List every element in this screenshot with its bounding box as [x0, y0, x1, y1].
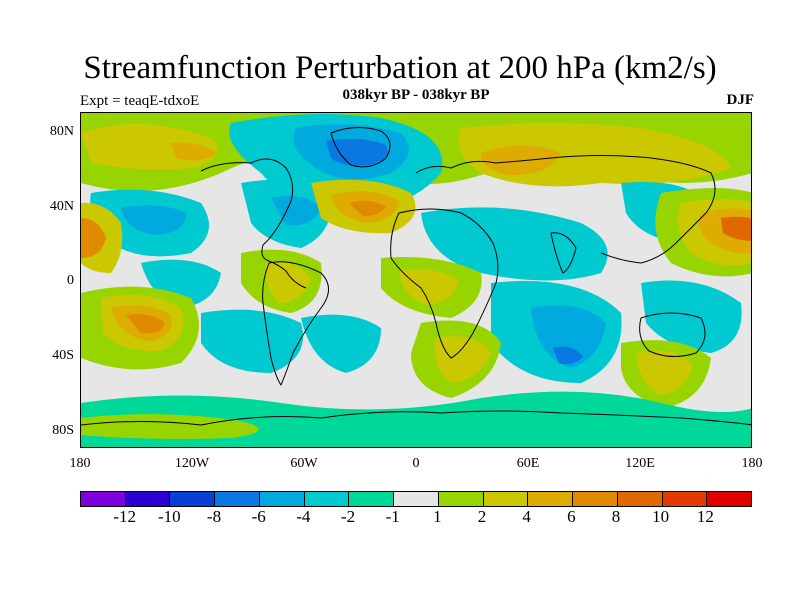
colorbar-swatch — [259, 492, 305, 506]
colorbar-swatch — [438, 492, 484, 506]
lon-label-120e: 120E — [625, 456, 655, 471]
lon-label-120w: 120W — [174, 456, 210, 471]
contour-fields — [81, 113, 751, 447]
field-greenland-negative-inner — [326, 138, 388, 166]
lat-label-40s: 40S — [52, 348, 74, 363]
colorbar-label: 2 — [477, 507, 487, 526]
coast-antarctica — [81, 410, 751, 426]
plot-title: Streamfunction Perturbation at 200 hPa (… — [83, 50, 717, 86]
colorbar-label: -2 — [340, 507, 356, 526]
colorbar-label: 1 — [433, 507, 442, 526]
lon-label-0: 0 — [412, 456, 420, 471]
colorbar-swatch — [483, 492, 529, 506]
colorbar-label: 8 — [611, 507, 621, 526]
coast-africa — [390, 208, 499, 359]
field-eurasia-positive-core — [481, 145, 561, 175]
field-indian-ocean-negative-inner — [553, 346, 583, 365]
coast-greenland — [330, 127, 391, 168]
field-north-pacific-negative-core — [121, 205, 186, 235]
colorbar-swatch — [617, 492, 663, 506]
colorbar-swatch — [170, 492, 216, 506]
colorbar-swatch — [125, 492, 171, 506]
coast-europe — [415, 157, 552, 174]
lon-label-60w: 60W — [290, 456, 318, 471]
field-south-pacific-negative — [201, 309, 303, 373]
coast-india — [550, 232, 577, 274]
season-label: DJF — [726, 92, 755, 108]
colorbar-swatch — [349, 492, 395, 506]
lon-label-180e: 180 — [741, 456, 763, 471]
colorbar-swatch — [394, 492, 439, 506]
field-asia-negative — [421, 207, 608, 281]
colorbar — [80, 491, 752, 507]
field-north-america-negative-core — [271, 195, 321, 226]
experiment-label: Expt = teaqE-tdxoE — [80, 93, 200, 109]
field-north-atlantic-positive-inner — [349, 200, 386, 217]
colorbar-label: -1 — [385, 507, 400, 526]
field-australia-negative — [641, 280, 742, 353]
field-south-indian-positive-core — [435, 336, 491, 383]
streamfunction-map — [81, 113, 751, 447]
lat-label-80n: 80N — [49, 124, 74, 139]
colorbar-swatch — [573, 492, 618, 506]
colorbar-swatch — [81, 492, 126, 506]
colorbar-label: -6 — [251, 507, 266, 526]
field-south-atlantic-negative — [301, 314, 381, 373]
field-pacific-positive-inner — [721, 216, 751, 241]
coast-north-america — [200, 158, 307, 289]
lon-label-180w: 180 — [69, 456, 91, 471]
field-east-pacific-positive-core — [81, 218, 106, 258]
coastlines — [81, 127, 751, 426]
colorbar-label: 4 — [522, 507, 531, 526]
coast-south-america — [262, 261, 329, 386]
field-south-pacific-east-core — [636, 350, 693, 395]
lon-label-60e: 60E — [516, 456, 540, 471]
lat-label-80s: 80S — [52, 423, 74, 438]
colorbar-label: -4 — [296, 507, 311, 526]
field-africa-positive-core — [399, 269, 459, 305]
colorbar-swatch — [304, 492, 350, 506]
colorbar-label: 10 — [652, 507, 670, 526]
colorbar-label: 12 — [696, 507, 714, 526]
lat-label-0: 0 — [67, 273, 74, 288]
field-south-america-positive — [265, 262, 311, 303]
colorbar-label: 6 — [567, 507, 576, 526]
field-indian-ocean-negative-core — [531, 305, 606, 368]
colorbar-swatch — [215, 492, 260, 506]
lat-label-40n: 40N — [49, 199, 74, 214]
colorbar-label: -12 — [113, 507, 136, 526]
map-frame — [80, 112, 752, 448]
field-nw-pacific-core — [171, 142, 216, 161]
colorbar-swatch — [707, 492, 752, 506]
colorbar-swatch — [662, 492, 708, 506]
colorbar-swatch — [528, 492, 574, 506]
colorbar-label: -8 — [206, 507, 222, 526]
colorbar-label: -10 — [157, 507, 181, 526]
field-antarctic-positive — [81, 414, 259, 439]
coast-australia — [639, 312, 706, 357]
field-south-pacific-positive-inner — [126, 314, 165, 334]
coast-asia — [550, 155, 716, 264]
plot-subtitle: 038kyr BP - 038kyr BP — [342, 87, 490, 103]
